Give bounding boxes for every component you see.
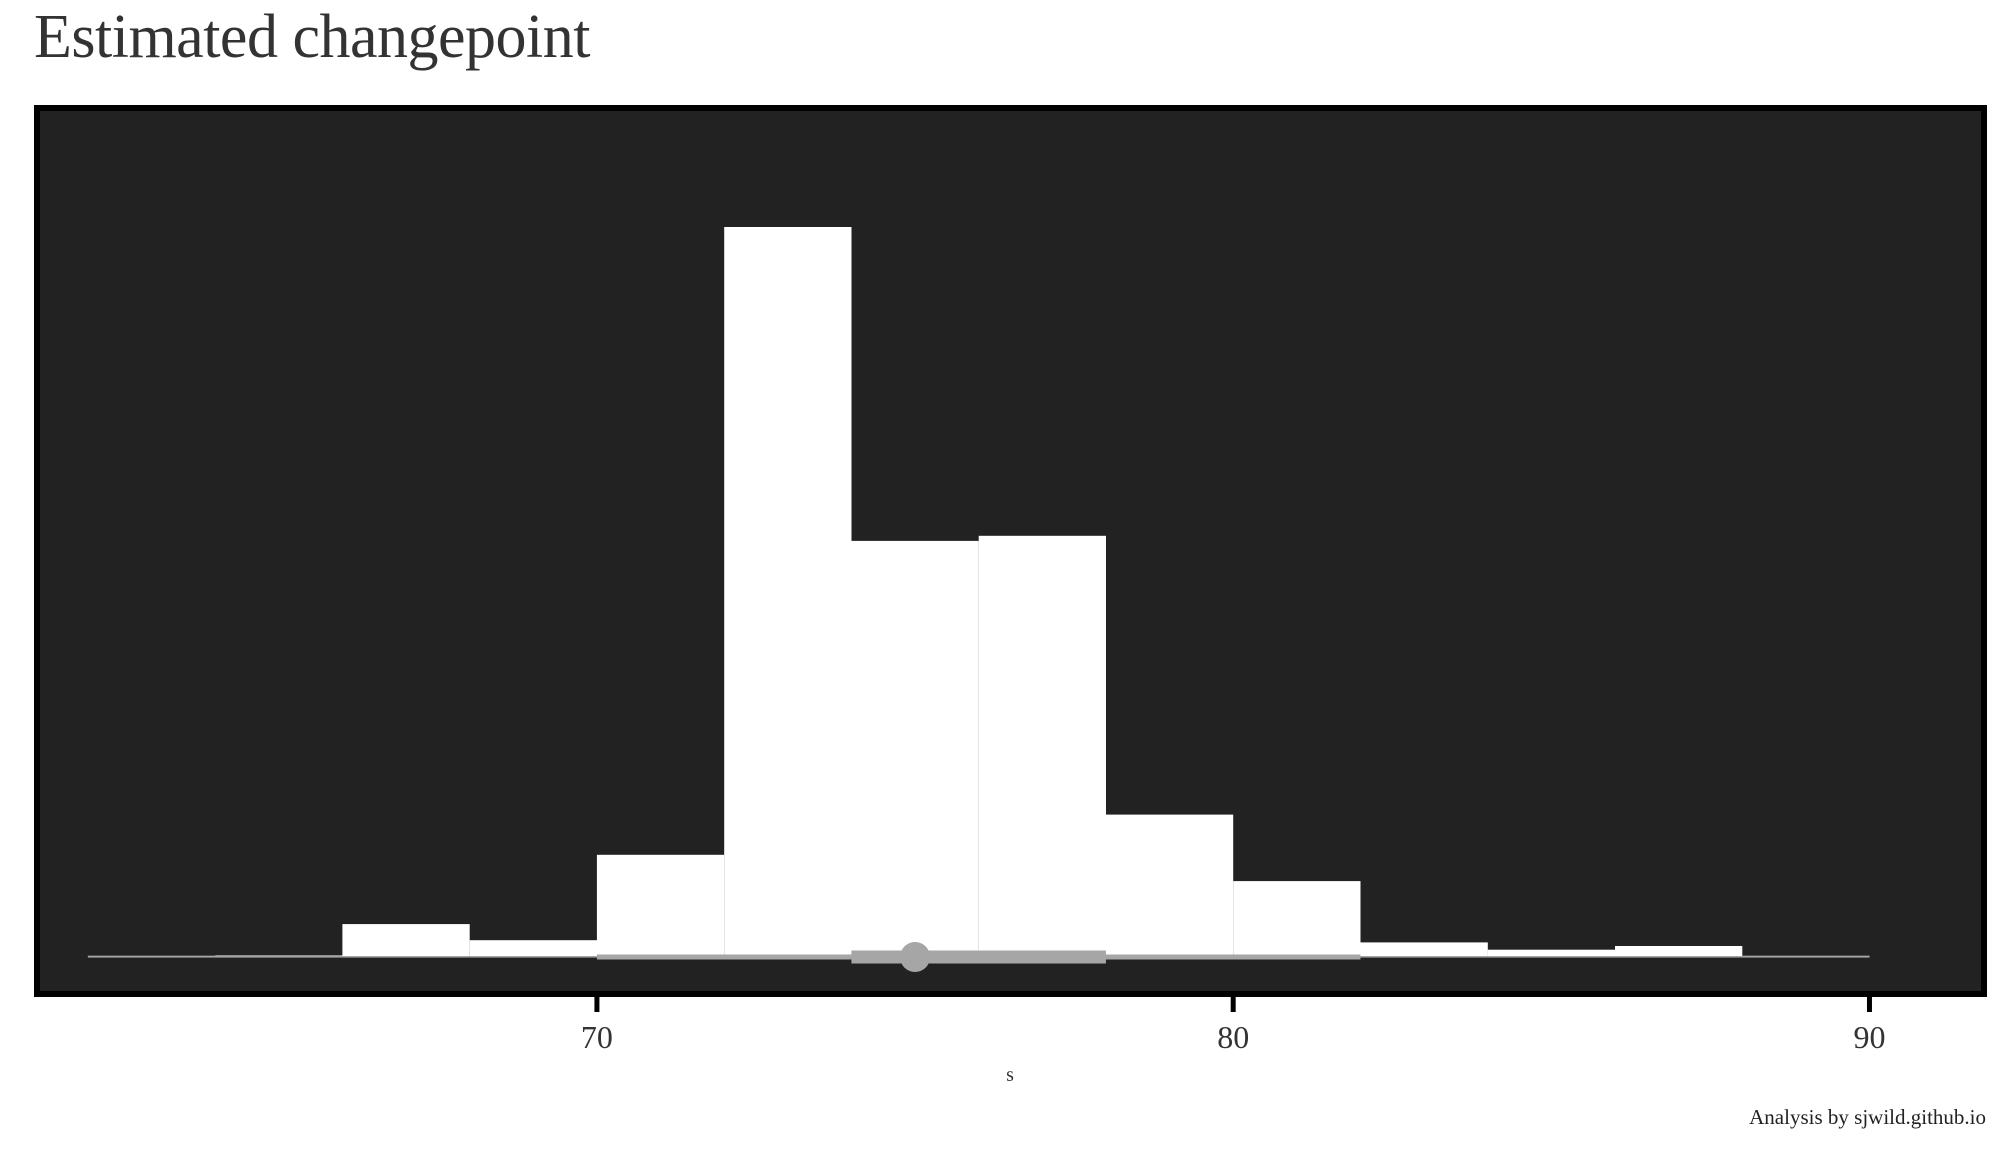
histogram-bar [724, 227, 852, 957]
histogram-bar [342, 924, 470, 957]
x-axis: 70 80 90 [581, 997, 1885, 1055]
histogram-bar [851, 540, 979, 957]
caption: Analysis by sjwild.github.io [1749, 1105, 1986, 1129]
median-point [900, 942, 931, 972]
bars-layer [87, 227, 1870, 958]
interval-layer [596, 942, 1361, 972]
histogram-bar [1615, 946, 1743, 957]
histogram-bar [1360, 942, 1488, 957]
histogram-bar [1487, 949, 1615, 957]
histogram-bar [469, 940, 597, 957]
x-tick-label: 70 [581, 1019, 613, 1055]
chart-title: Estimated changepoint [34, 3, 590, 71]
x-axis-label: s [1006, 1064, 1014, 1086]
histogram-bar [1105, 814, 1234, 957]
x-tick-label: 80 [1217, 1019, 1249, 1055]
x-tick-label: 90 [1853, 1019, 1885, 1055]
histogram-bar [1233, 881, 1361, 957]
histogram-bar [978, 535, 1106, 957]
histogram-bar [596, 854, 725, 957]
